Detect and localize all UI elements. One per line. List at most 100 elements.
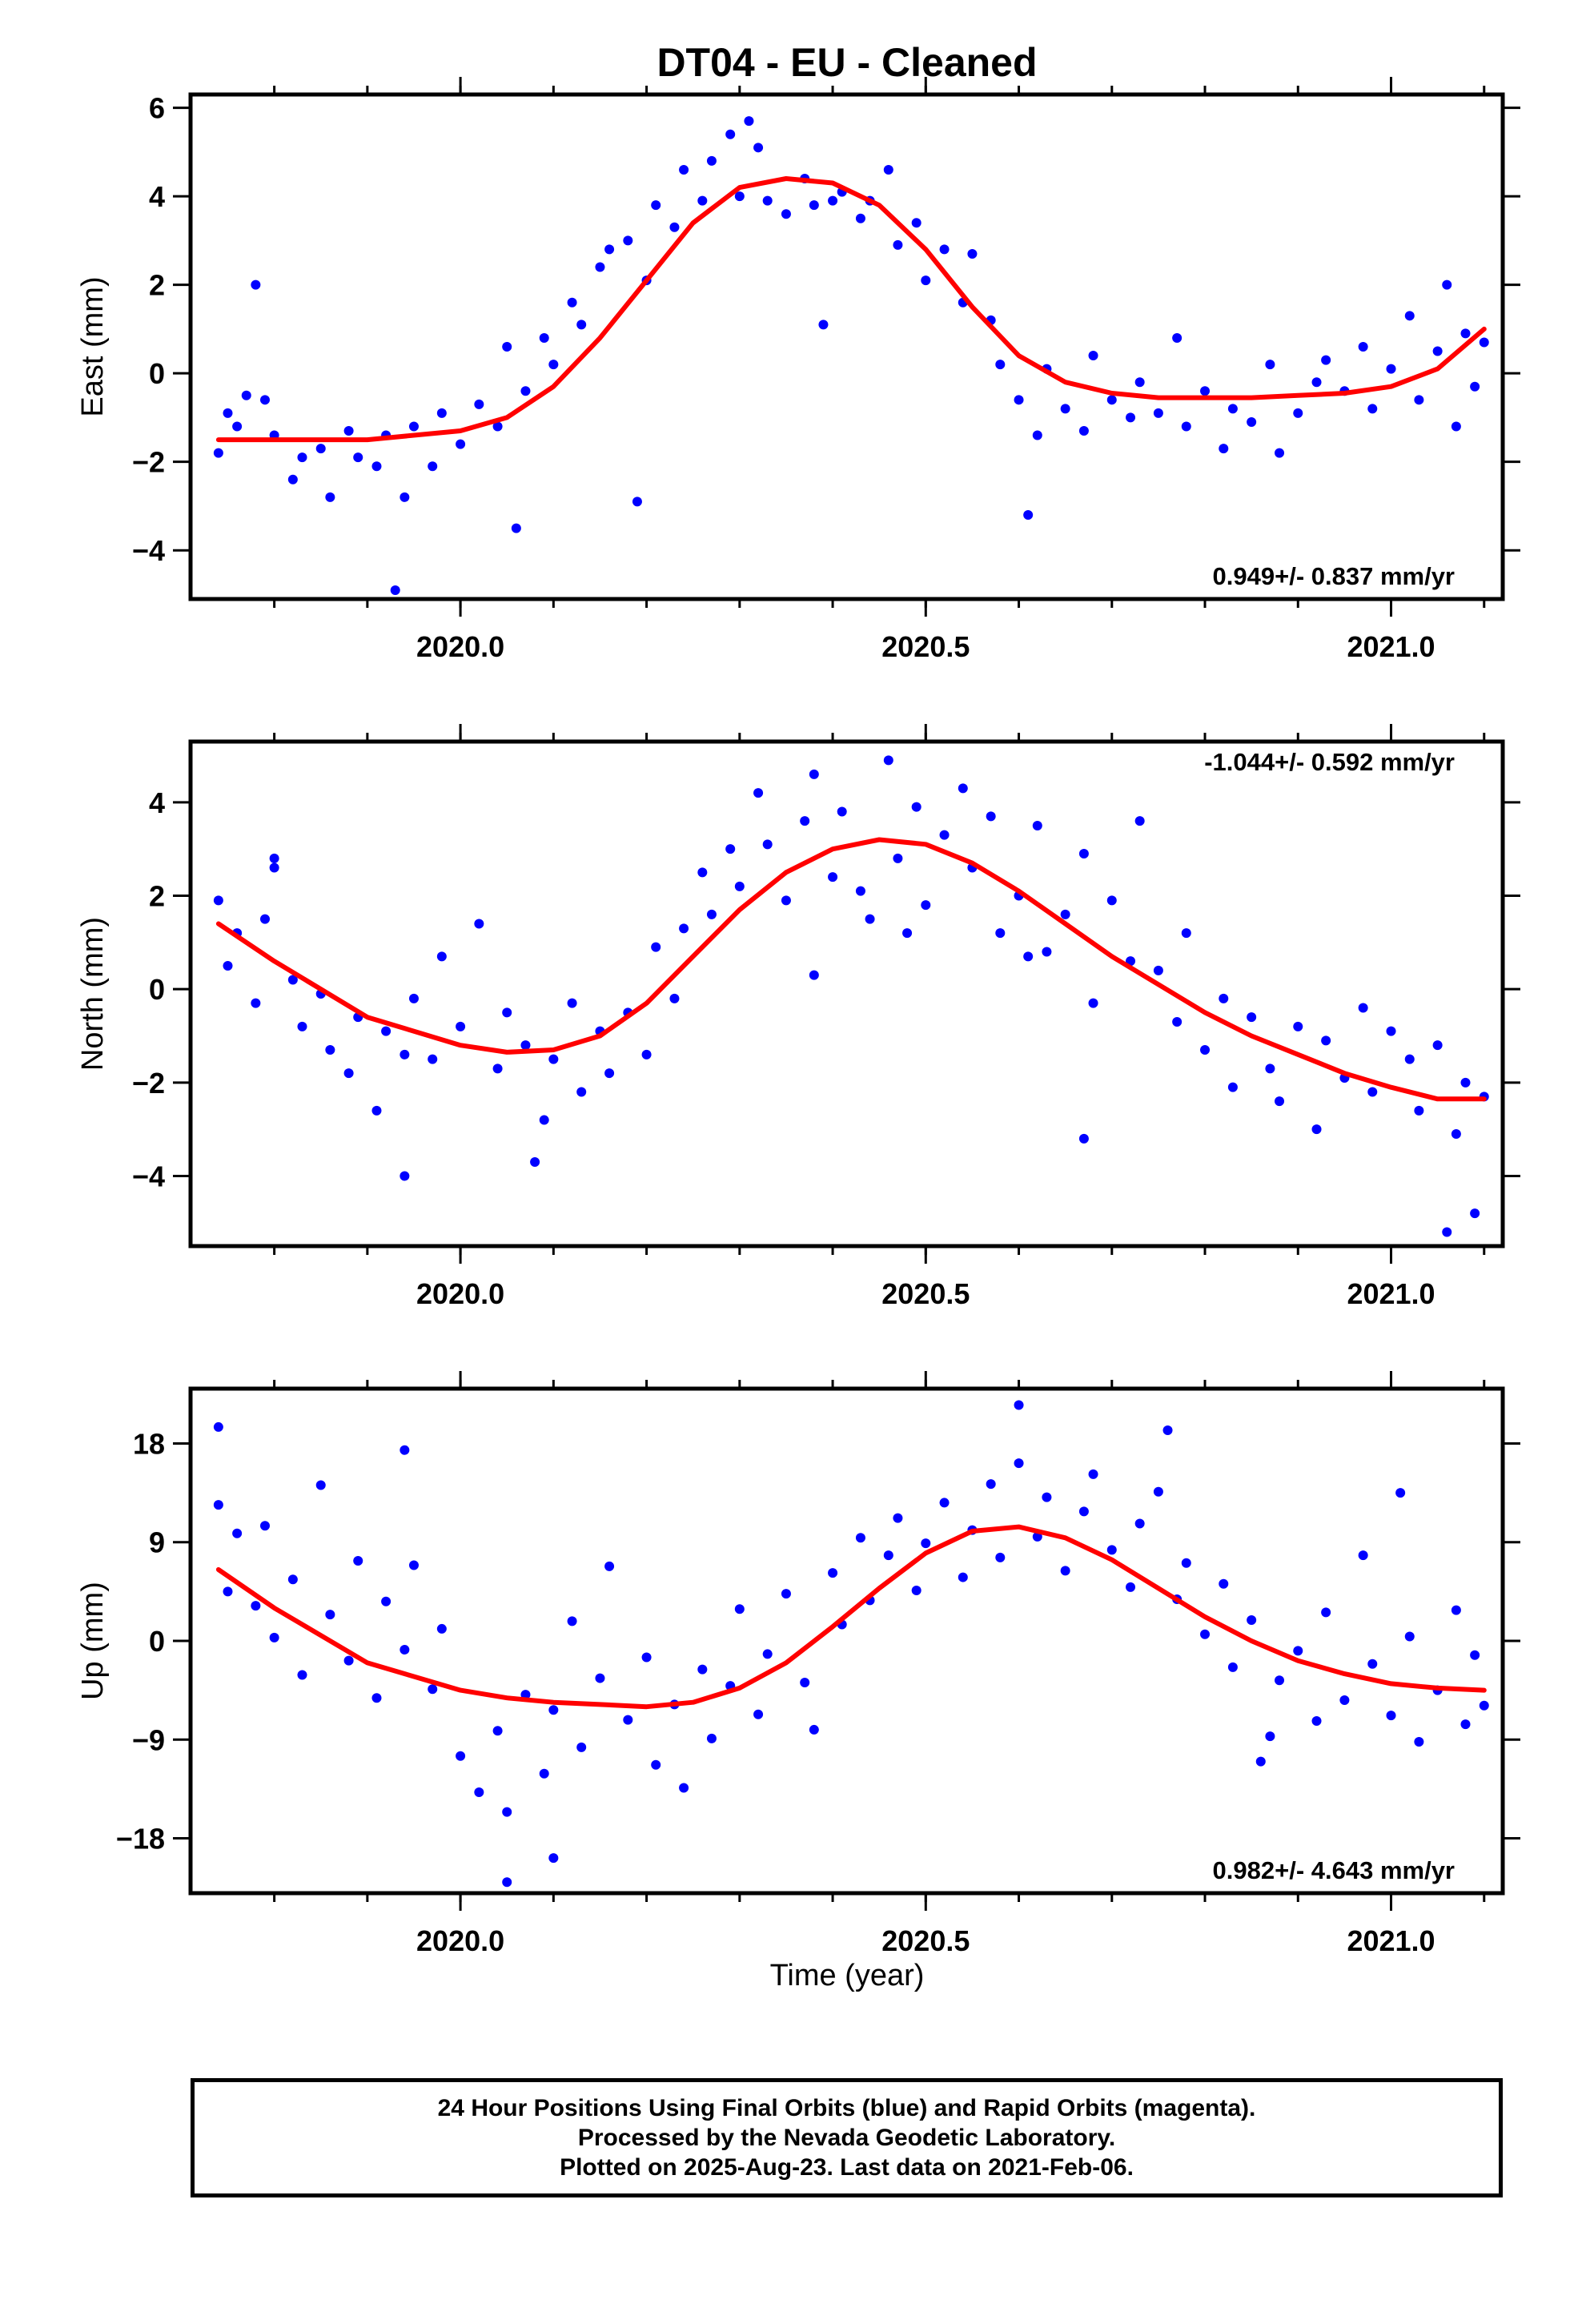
north-data-point [706,909,717,919]
east-data-point [408,421,419,432]
up-data-point [595,1673,605,1683]
north-data-point [837,806,847,817]
up-data-point [213,1500,223,1510]
up-panel: 2020.0 2020.5 2021.0 −18 −9 0 9 18 Up (mm) 0.982+… [76,1371,1520,1957]
up-data-point [408,1560,419,1570]
up-data-point [958,1572,968,1582]
north-data-point [781,895,791,906]
east-data-point [1078,426,1089,436]
east-data-point [539,332,549,343]
north-data-point [502,1007,512,1018]
north-data-point [287,975,298,985]
up-data-point [1088,1469,1098,1479]
up-data-point [883,1550,893,1561]
north-data-point [530,1157,540,1167]
up-plot-frame [188,1386,1505,1896]
east-data-point [1358,342,1368,352]
up-data-point [1479,1700,1489,1711]
east-data-point [1479,337,1489,348]
east-data-point [1227,404,1238,414]
east-panel: 2020.0 2020.5 2021.0 −4 −2 0 2 4 6 East (mm) 0.949… [76,77,1520,663]
up-data-point [623,1715,633,1725]
east-data-point [353,452,363,463]
east-data-point [1134,377,1145,388]
x-tick-label: 2020.0 [416,1277,504,1310]
y-axis-title: North (mm) [76,917,110,1071]
east-data-point [1172,332,1182,343]
east-data-point [576,320,587,330]
east-data-point [1219,444,1229,454]
east-data-point [725,129,736,139]
north-data-point [1432,1040,1443,1051]
up-data-point [809,1724,819,1735]
up-data-point [1042,1492,1052,1502]
up-data-point [492,1726,503,1736]
up-data-point [259,1521,270,1531]
x-tick-label: 2020.5 [881,1924,970,1957]
east-data-point [669,222,680,232]
up-data-point [567,1616,577,1626]
north-data-point [1227,1082,1238,1092]
up-data-point [325,1610,335,1620]
up-data-point [651,1759,661,1770]
east-data-point [1451,421,1461,432]
up-data-point [1460,1719,1471,1730]
east-data-point [679,164,689,175]
up-data-point [576,1742,587,1752]
east-data-point [287,474,298,485]
north-rate-label: -1.044+/- 0.592 mm/yr [1204,748,1455,776]
y-tick-label: −2 [132,446,165,479]
east-rate-label: 0.949+/- 0.837 mm/yr [1213,562,1455,590]
north-data-point [567,998,577,1008]
up-data-point [706,1733,717,1743]
north-data-point [213,895,223,906]
north-data-point [1106,895,1117,906]
up-data-point [353,1556,363,1566]
north-data-point [921,900,931,911]
north-data-point [809,769,819,779]
up-data-point [1265,1731,1275,1742]
north-data-point [762,839,773,850]
up-data-point [893,1513,903,1523]
y-tick-label: 4 [149,180,165,213]
east-data-point [1432,346,1443,356]
north-data-point [734,881,745,891]
east-data-point [1442,279,1452,290]
north-data-point [1442,1227,1452,1237]
y-tick-label: 2 [149,269,165,302]
up-data-point [1106,1545,1117,1555]
east-data-point [604,244,615,255]
north-data-point [428,1054,438,1064]
east-data-point [753,143,764,153]
up-data-point [697,1664,708,1675]
up-data-layer [213,1400,1489,1888]
north-data-point [381,1026,391,1036]
north-data-point [1451,1129,1461,1139]
up-data-point [381,1596,391,1606]
east-data-point [1106,395,1117,405]
up-data-point [1032,1531,1042,1542]
up-data-point [400,1644,410,1655]
up-data-point [1339,1695,1350,1705]
north-data-point [1078,849,1089,858]
up-data-point [1358,1550,1368,1561]
north-data-point [1414,1105,1424,1116]
up-data-point [502,1807,512,1817]
up-data-point [986,1479,996,1490]
up-data-point [781,1589,791,1599]
up-data-point [1014,1400,1024,1410]
north-data-point [1311,1124,1322,1135]
east-data-point [1293,408,1303,418]
east-data-layer [213,116,1489,595]
y-tick-label: −18 [116,1823,165,1856]
north-data-point [1219,993,1229,1003]
east-data-point [436,408,447,418]
x-tick-label: 2021.0 [1347,1924,1435,1957]
east-data-point [734,191,745,202]
east-data-point [241,390,251,400]
up-data-point [1162,1425,1173,1436]
east-data-point [744,116,754,127]
north-data-point [492,1063,503,1074]
north-data-point [809,970,819,980]
